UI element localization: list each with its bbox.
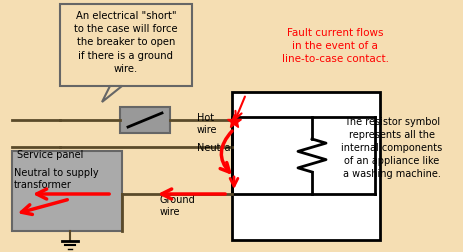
Bar — [60, 5, 192, 87]
Text: The resistor symbol
represents all the
internal components
of an appliance like
: The resistor symbol represents all the i… — [341, 116, 443, 179]
Bar — [232, 93, 380, 240]
Bar — [12, 151, 122, 231]
Text: Hot
wire: Hot wire — [197, 113, 218, 134]
Text: Ground
wire: Ground wire — [160, 194, 196, 216]
Polygon shape — [102, 87, 122, 103]
Text: An electrical "short"
to the case will force
the breaker to open
if there is a g: An electrical "short" to the case will f… — [74, 11, 178, 74]
Text: Service panel: Service panel — [17, 149, 83, 159]
Text: Neutral: Neutral — [197, 142, 233, 152]
Text: Fault current flows
in the event of a
line-to-case contact.: Fault current flows in the event of a li… — [282, 28, 388, 64]
Bar — [120, 108, 170, 134]
Text: Neutral to supply
transformer: Neutral to supply transformer — [14, 167, 99, 190]
